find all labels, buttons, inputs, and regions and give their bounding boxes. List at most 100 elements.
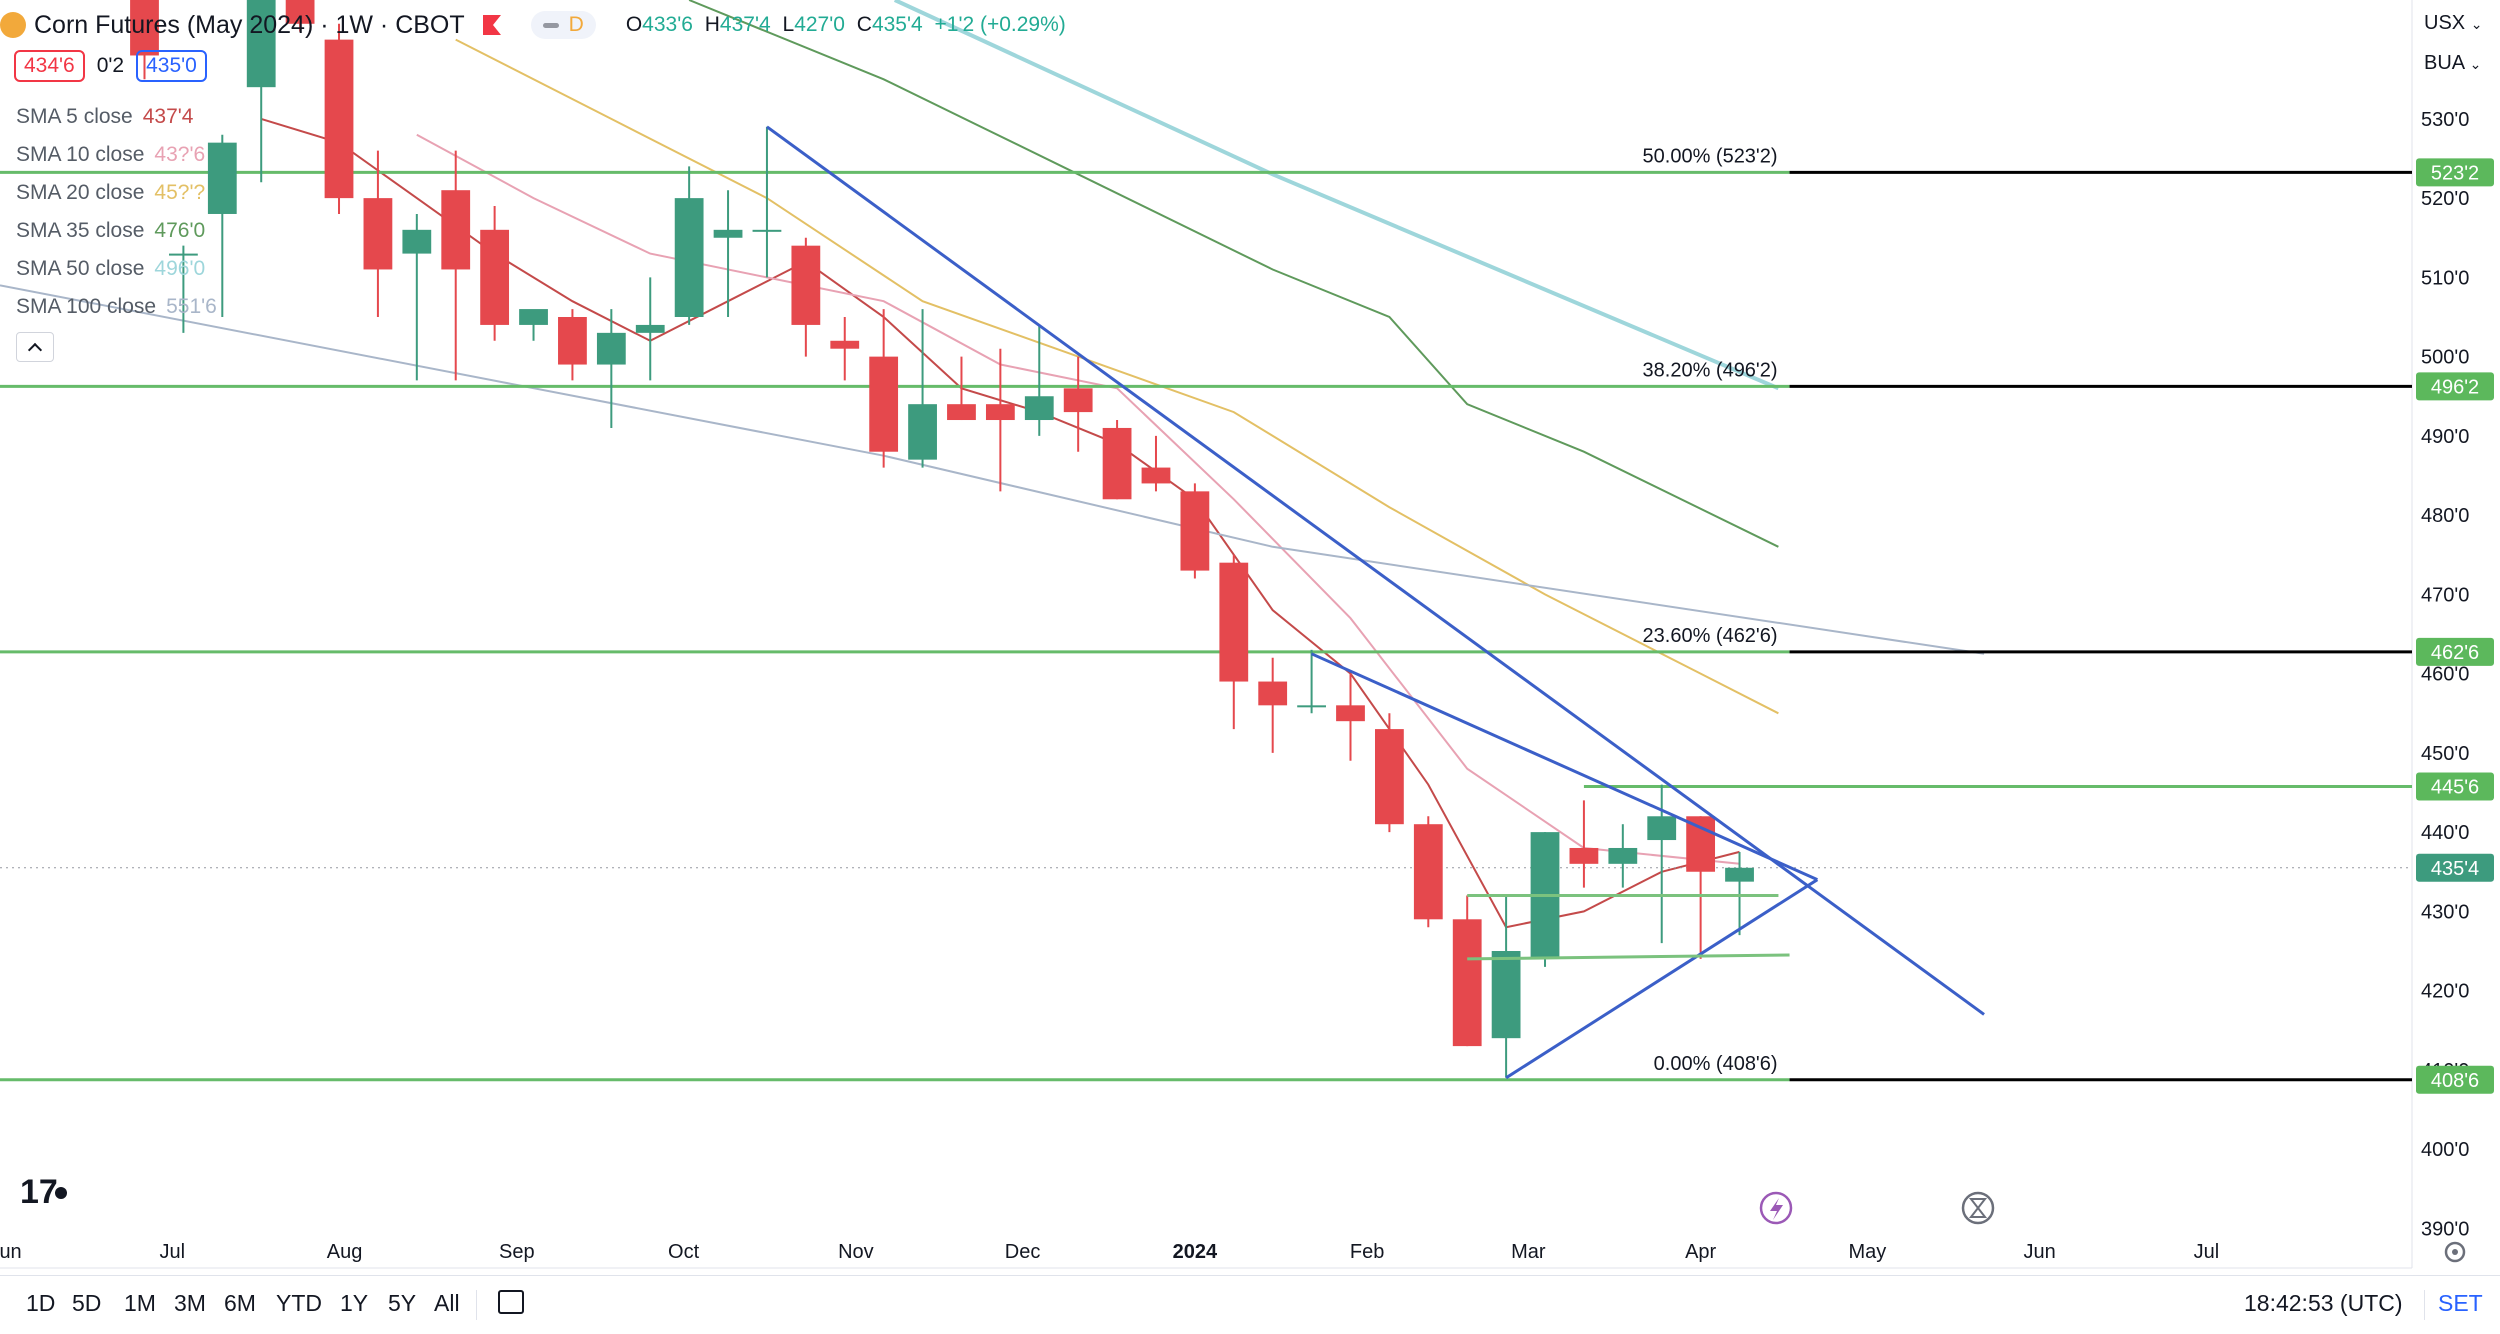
- legend-value: 43?'6: [154, 143, 206, 166]
- candle-body: [830, 340, 860, 349]
- candle-body: [285, 0, 315, 24]
- candle-body: [402, 229, 432, 254]
- indicator-legend: SMA 5 close 437'4 SMA 10 close 43?'6 SMA 2…: [16, 98, 217, 362]
- time-tick-label: Jul: [2194, 1241, 2220, 1263]
- timeframe-all[interactable]: All: [434, 1290, 460, 1316]
- timeframe-ytd[interactable]: YTD: [276, 1290, 322, 1316]
- timeframe-1d[interactable]: 1D: [26, 1290, 56, 1316]
- legend-name: SMA 50 close: [16, 257, 145, 280]
- legend-item-sma35[interactable]: SMA 35 close 476'0: [16, 212, 217, 250]
- time-tick-label: Aug: [327, 1241, 363, 1263]
- fib-level-label: 0.00% (408'6): [1654, 1053, 1778, 1075]
- candle-body: [169, 253, 198, 256]
- legend-item-sma50[interactable]: SMA 50 close 496'0: [16, 250, 217, 288]
- timeframe-3m[interactable]: 3M: [174, 1290, 206, 1316]
- trendline: [766, 125, 1985, 1016]
- price-tick-label: 440'0: [2421, 822, 2469, 844]
- low-label: L: [782, 13, 795, 36]
- currency-select[interactable]: USX ⌄: [2424, 12, 2482, 35]
- trendlines-layer: [766, 125, 1985, 1080]
- ask-box[interactable]: 435'0: [136, 50, 207, 82]
- price-tick-label: 490'0: [2421, 426, 2469, 448]
- time-tick-label: Feb: [1350, 1241, 1384, 1263]
- level-price-badge-label: 445'6: [2431, 777, 2479, 799]
- legend-item-sma10[interactable]: SMA 10 close 43?'6: [16, 136, 217, 174]
- clock-readout[interactable]: 18:42:53 (UTC): [2244, 1290, 2403, 1316]
- date-range-icon[interactable]: [498, 1290, 524, 1314]
- legend-item-sma5[interactable]: SMA 5 close 437'4: [16, 98, 217, 136]
- candle-body: [1219, 562, 1249, 682]
- symbol-title[interactable]: Corn Futures (May 2024) · 1W · CBOT: [34, 10, 465, 39]
- candle-body: [207, 142, 237, 214]
- legend-item-sma100[interactable]: SMA 100 close 551'6: [16, 288, 217, 326]
- toolbar-divider: [2424, 1290, 2425, 1320]
- session-button[interactable]: SET: [2438, 1290, 2483, 1316]
- legend-value: 437'4: [142, 105, 194, 128]
- legend-collapse-button[interactable]: [16, 332, 54, 362]
- time-tick-label: 2024: [1173, 1241, 1218, 1263]
- grid-layer: [0, 0, 2413, 1269]
- timeframe-5y[interactable]: 5Y: [388, 1290, 417, 1316]
- candle-body: [1375, 729, 1404, 825]
- timeframe-5d[interactable]: 5D: [72, 1290, 102, 1316]
- levels-layer: 50.00% (523'2) 38.20% (496'2) 23.60% (462'…: [0, 145, 2412, 1082]
- candle-body: [246, 0, 276, 88]
- trendline: [1467, 953, 1790, 961]
- trendline: [1505, 878, 1819, 1080]
- candle-body: [752, 229, 782, 232]
- badge-toggle: [542, 22, 559, 28]
- unit-select[interactable]: BUA ⌄: [2424, 52, 2481, 75]
- timeframe-1m[interactable]: 1M: [124, 1290, 156, 1316]
- low-value: 427'0: [794, 13, 845, 36]
- legend-name: SMA 20 close: [16, 181, 145, 204]
- price-tick-label: 390'0: [2421, 1218, 2469, 1240]
- candle-body: [480, 229, 510, 325]
- fib-price-badge: [2416, 637, 2494, 666]
- fib-level-label: 38.20% (496'2): [1643, 359, 1778, 381]
- settings-gear-icon[interactable]: [2444, 1241, 2466, 1263]
- sma-line: [893, 0, 1780, 391]
- interval-badge[interactable]: D: [530, 11, 596, 39]
- candle-body: [869, 356, 899, 452]
- timeframe-6m[interactable]: 6M: [224, 1290, 256, 1316]
- hourglass-icon[interactable]: [1961, 1191, 1995, 1225]
- high-label: H: [704, 13, 720, 36]
- time-tick-label: May: [1848, 1241, 1886, 1263]
- currency-label: USX: [2424, 12, 2466, 34]
- logo-mark: 17: [20, 1173, 58, 1211]
- last-price-badge: [2416, 853, 2494, 882]
- legend-item-sma20[interactable]: SMA 20 close 45?'?: [16, 174, 217, 212]
- flag-icon[interactable]: [482, 15, 501, 35]
- candle-body: [363, 198, 393, 270]
- time-tick-label: Dec: [1005, 1241, 1041, 1263]
- legend-name: SMA 35 close: [16, 219, 145, 242]
- sma-line: [688, 0, 1779, 548]
- price-tick-label: 460'0: [2421, 664, 2469, 686]
- axis-layer: 390'0400'0410'0420'0430'0440'0450'0460'0…: [0, 109, 2494, 1263]
- candle-body: [947, 404, 976, 421]
- bid-box[interactable]: 434'6: [14, 50, 85, 82]
- candle-body: [1141, 467, 1171, 484]
- candle-body: [596, 332, 626, 365]
- sma-line: [0, 284, 1985, 655]
- price-tick-label: 510'0: [2421, 267, 2469, 289]
- logo-dot: [55, 1187, 67, 1199]
- candle-body: [985, 404, 1015, 421]
- timeframe-1y[interactable]: 1Y: [340, 1290, 369, 1316]
- candle-body: [791, 245, 821, 325]
- lightning-icon[interactable]: [1759, 1191, 1793, 1225]
- candle-body: [908, 404, 937, 460]
- fib-price-badge: [2416, 158, 2494, 187]
- fib-price-badge: [2416, 1065, 2494, 1094]
- candle-body: [1725, 867, 1754, 882]
- ohlc-readout: O433'6 H437'4 L427'0 C435'4 +1'2 (+0.29%…: [626, 13, 1072, 37]
- trendline: [1310, 652, 1818, 882]
- fib-price-badge-label: 408'6: [2431, 1070, 2479, 1092]
- change-value: +1'2 (+0.29%): [934, 13, 1066, 36]
- candle-body: [635, 324, 665, 333]
- close-label: C: [856, 13, 872, 36]
- price-tick-label: 530'0: [2421, 109, 2469, 131]
- sma-line: [455, 38, 1779, 715]
- candle-body: [1024, 396, 1054, 421]
